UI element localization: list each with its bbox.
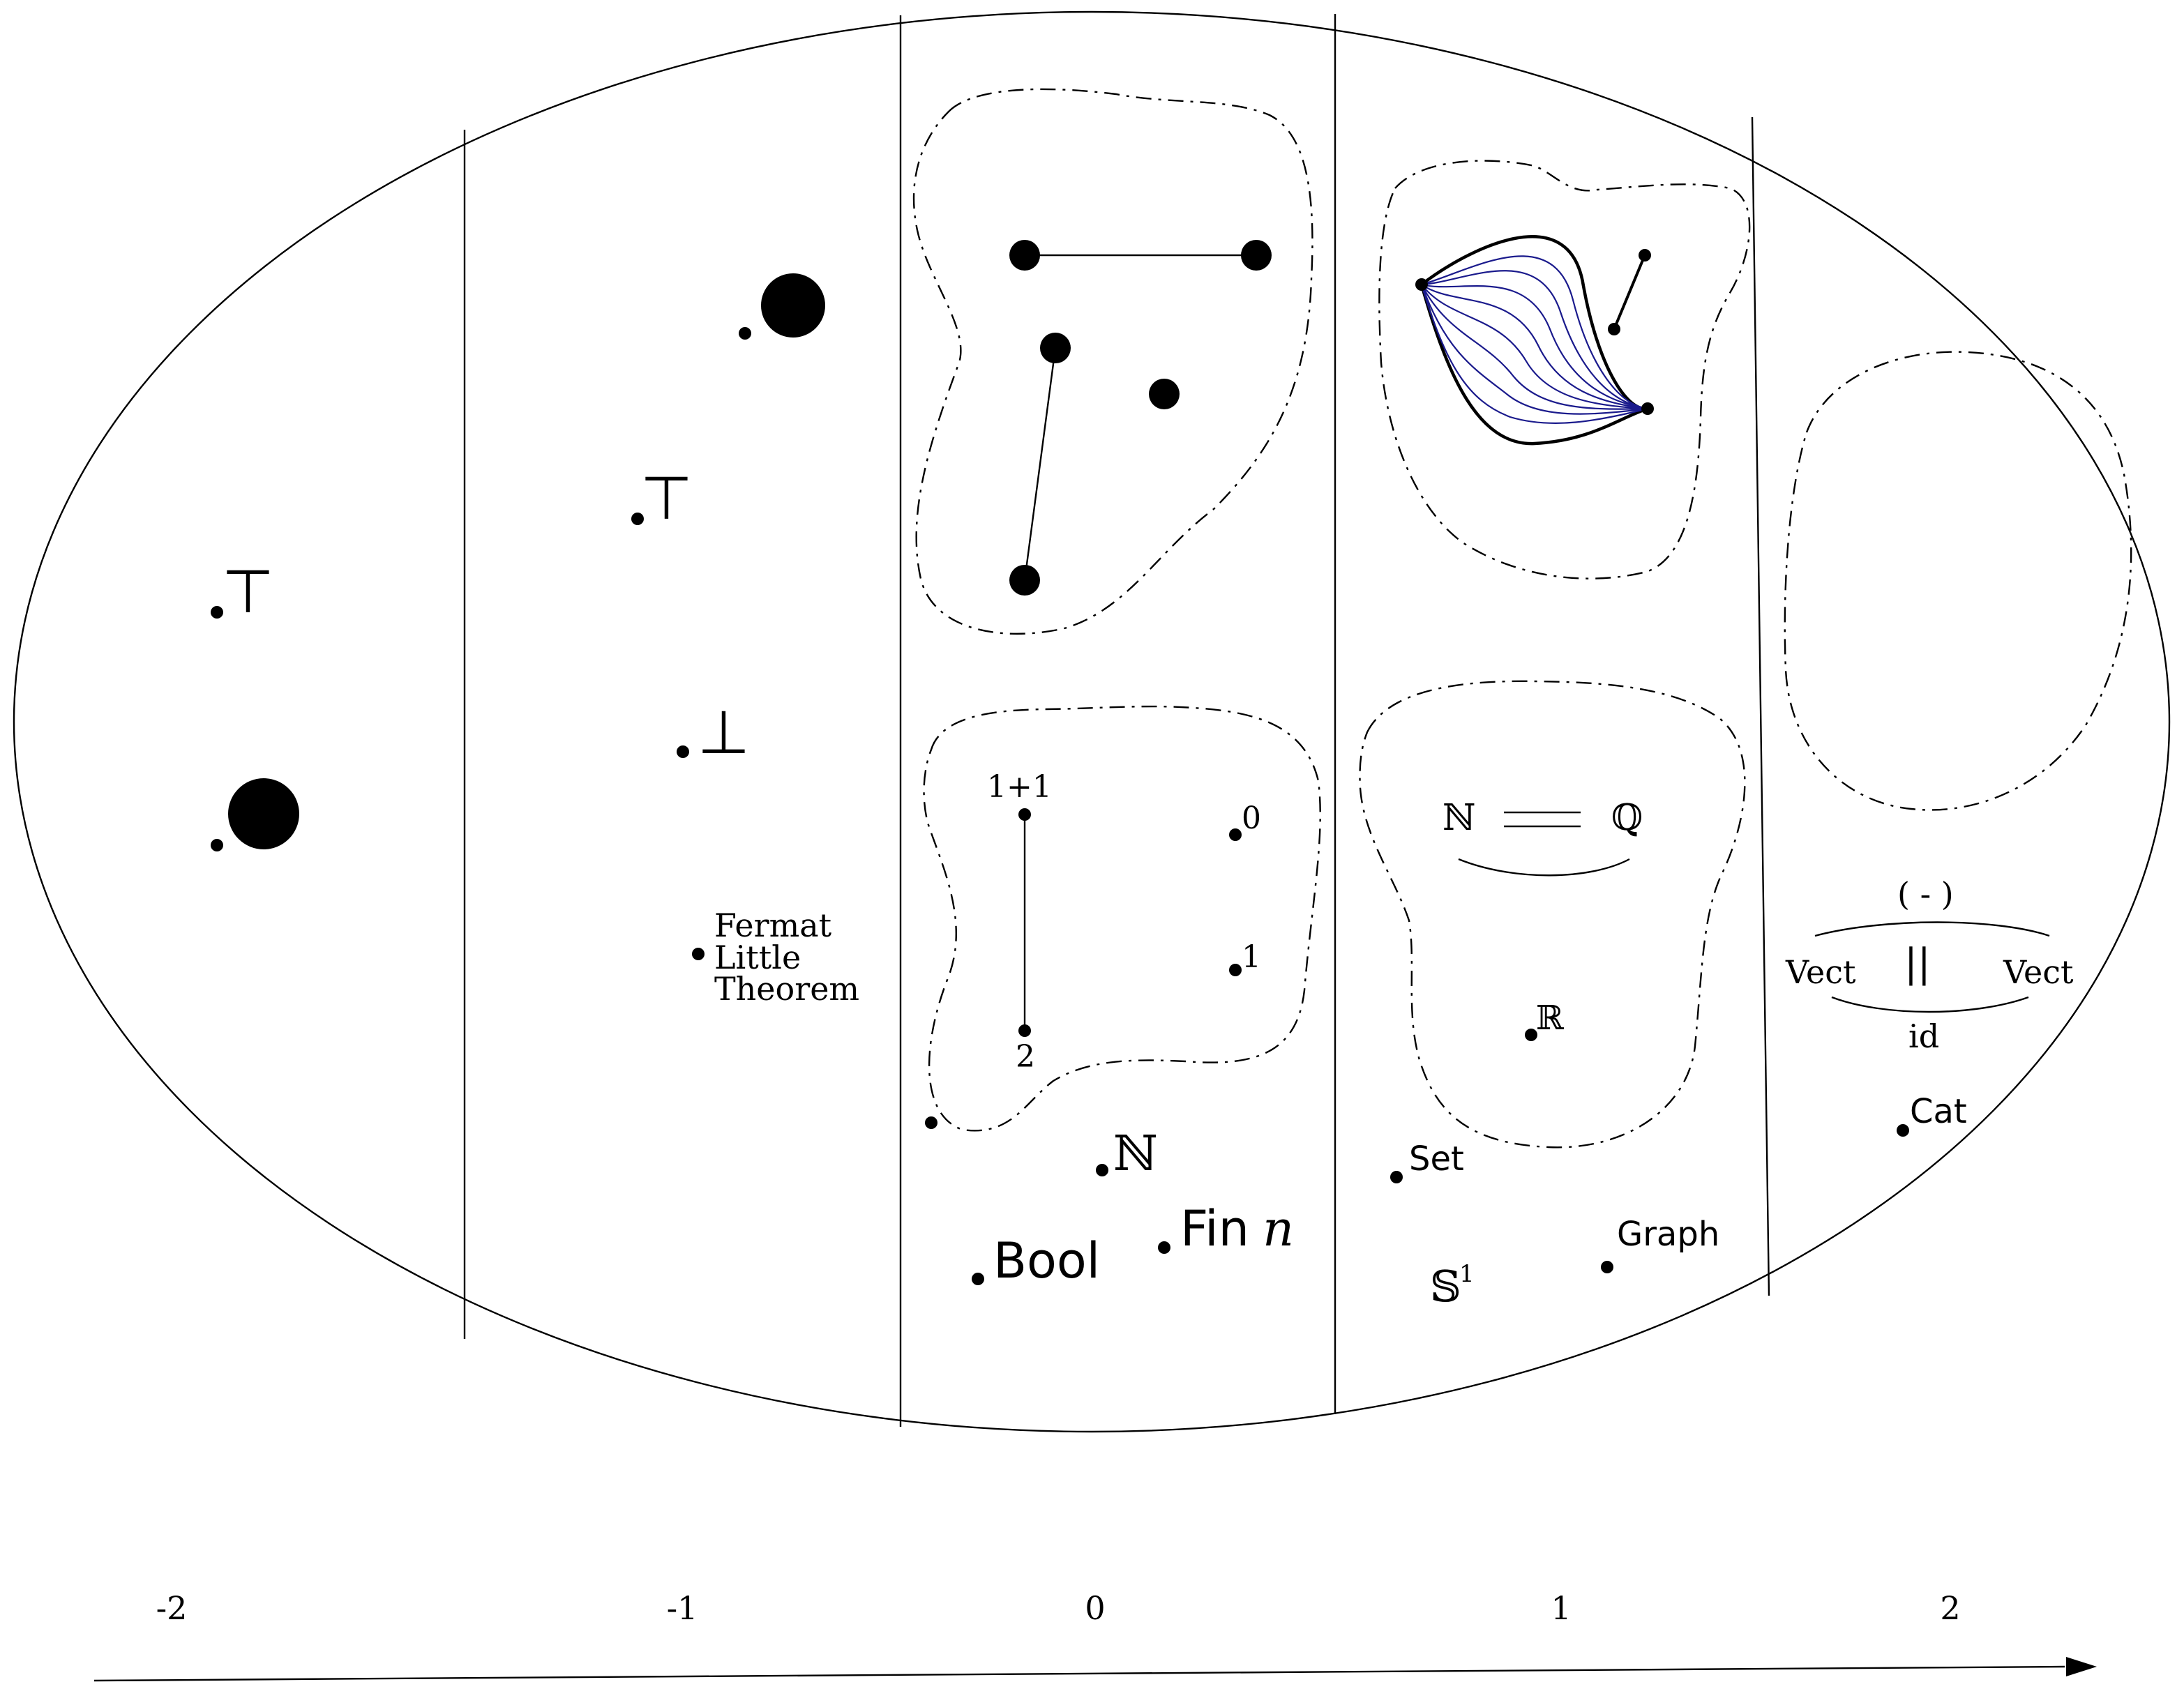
level-1-region: ℕ ℚ ℝ Set Graph 𝕊 1	[1359, 160, 1751, 1312]
homotopy-boundary-path	[1419, 284, 1648, 446]
large-point	[1009, 240, 1040, 271]
large-point	[228, 778, 299, 849]
fermat-line: Little	[714, 939, 801, 976]
point	[1639, 249, 1651, 262]
homotopy-path	[1421, 255, 1648, 410]
point	[692, 948, 705, 960]
axis-tick-label: 0	[1085, 1589, 1105, 1627]
level-0-region: 1+1 2 0 1 ℕ Fin n Bool	[912, 88, 1321, 1289]
vect-label-right: Vect	[2003, 953, 2074, 991]
bottom-symbol: ⊥	[698, 698, 750, 768]
large-point	[1241, 240, 1272, 271]
circle-type-label: 𝕊 1	[1430, 1260, 1475, 1312]
vect-label-left: Vect	[1785, 953, 1856, 991]
morphism-curve	[1814, 921, 2050, 937]
axis-line	[93, 1665, 2065, 1682]
point	[1601, 1261, 1613, 1273]
level-axis: -2 -1 0 1 2	[93, 1589, 2097, 1682]
point	[1018, 808, 1031, 821]
homotopy-path	[1421, 283, 1648, 410]
point	[1229, 964, 1242, 976]
bool-label: Bool	[993, 1232, 1100, 1289]
type-boundary	[1359, 680, 1746, 1149]
fermat-line: Fermat	[714, 907, 832, 944]
large-point	[1149, 379, 1180, 409]
path-edge	[1613, 255, 1646, 330]
one-label: 1	[1242, 939, 1261, 975]
point	[1641, 402, 1654, 415]
type-boundary	[1378, 160, 1751, 579]
fin-n-variable: n	[1263, 1200, 1294, 1257]
point	[1415, 278, 1428, 291]
one-plus-one-label: 1+1	[987, 769, 1052, 805]
point	[925, 1116, 937, 1129]
point	[739, 327, 751, 340]
point	[972, 1273, 984, 1285]
point	[631, 513, 644, 525]
axis-tick-label: 1	[1551, 1589, 1571, 1627]
point	[1096, 1164, 1108, 1176]
point	[1897, 1124, 1909, 1137]
point	[1018, 1024, 1031, 1037]
point	[677, 745, 689, 758]
path-edge	[1023, 347, 1057, 581]
point	[1229, 828, 1242, 841]
cat-label: Cat	[1910, 1092, 1967, 1131]
axis-tick-label: -1	[667, 1589, 698, 1627]
top-symbol: ⊤	[640, 464, 693, 533]
circle-base: 𝕊	[1430, 1261, 1461, 1312]
fermat-line: Theorem	[714, 970, 859, 1008]
large-point	[1009, 565, 1040, 596]
homotopy-path	[1421, 270, 1648, 410]
circle-exponent: 1	[1459, 1260, 1475, 1288]
identity-label: id	[1908, 1017, 1939, 1055]
zero-label: 0	[1242, 801, 1261, 836]
point	[1390, 1171, 1403, 1183]
homotopy-boundary-path	[1420, 235, 1648, 411]
axis-tick-label: -2	[156, 1589, 188, 1627]
top-symbol: ⊤	[222, 557, 274, 627]
nat-label: ℕ	[1443, 797, 1476, 839]
large-point	[1040, 333, 1071, 363]
fin-text: Fin	[1180, 1200, 1249, 1257]
universe-boundary	[13, 10, 2171, 1433]
divider-line	[1751, 116, 1770, 1296]
set-label: Set	[1409, 1139, 1464, 1179]
homotopy-path	[1421, 284, 1648, 410]
large-point	[761, 273, 825, 338]
fin-n-label: Fin n	[1180, 1200, 1294, 1257]
homotopy-path	[1421, 284, 1648, 410]
level-minus-2-region: ⊤	[211, 557, 299, 851]
graph-label: Graph	[1617, 1215, 1719, 1254]
homotopy-path	[1421, 284, 1648, 410]
level-minus-1-region: ⊤ ⊥ Fermat Little Theorem	[631, 273, 859, 1008]
point	[211, 606, 223, 619]
morphism-curve	[1831, 996, 2029, 1013]
vertical-equality: ||	[1904, 941, 1931, 986]
axis-arrowhead	[2066, 1657, 2097, 1676]
level-2-region: ( - ) Vect || Vect id Cat	[1784, 351, 2132, 1137]
fermat-little-theorem-label: Fermat Little Theorem	[714, 907, 859, 1008]
point	[211, 839, 223, 851]
homotopy-path	[1420, 284, 1648, 415]
nat-label: ℕ	[1113, 1125, 1158, 1182]
type-boundary	[1784, 351, 2132, 811]
two-label: 2	[1016, 1039, 1035, 1075]
functor-placeholder-label: ( - )	[1897, 875, 1954, 913]
homotopy-path	[1420, 284, 1648, 424]
point	[1608, 323, 1620, 335]
axis-tick-label: 2	[1940, 1589, 1960, 1627]
point	[1525, 1029, 1537, 1041]
type-boundary	[923, 705, 1321, 1132]
point	[1158, 1241, 1170, 1254]
rat-label: ℚ	[1611, 797, 1643, 839]
equivalence-curve	[1458, 858, 1630, 877]
real-label: ℝ	[1536, 999, 1564, 1038]
type-boundary	[912, 88, 1313, 635]
